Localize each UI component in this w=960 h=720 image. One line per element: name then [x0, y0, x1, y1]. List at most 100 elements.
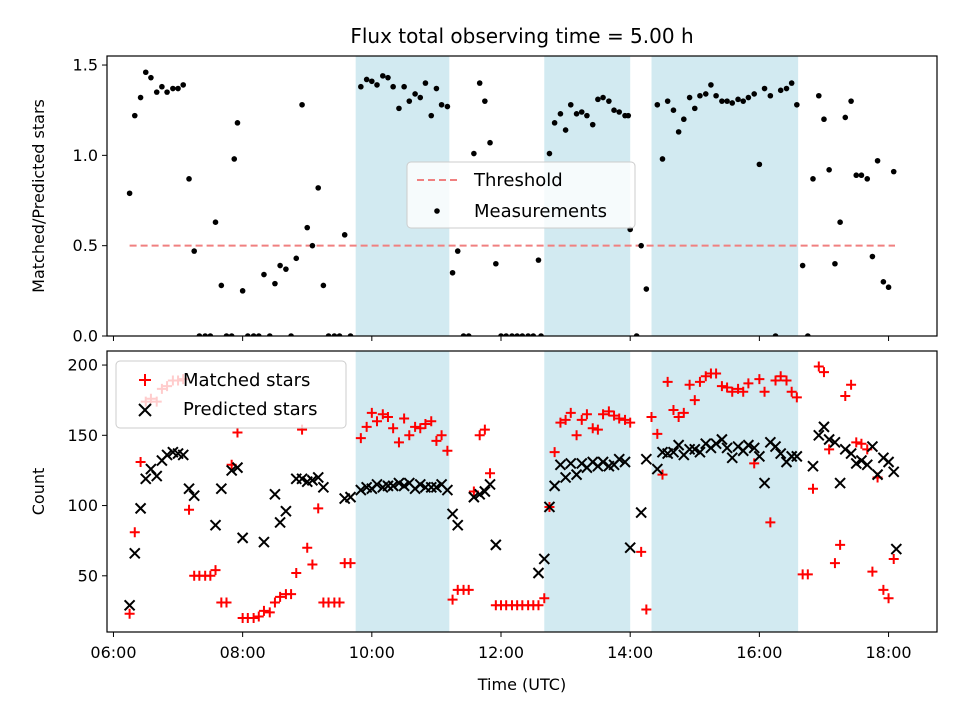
- measurement-point: [664, 98, 671, 104]
- matched-star-point: [673, 412, 684, 423]
- matched-star-point: [867, 566, 878, 577]
- matched-star-point: [883, 593, 894, 604]
- axes-frame: [106, 350, 938, 633]
- matched-star-point: [818, 367, 829, 378]
- matched-star-point: [636, 546, 647, 557]
- measurement-point: [347, 333, 354, 336]
- measurement-point: [401, 83, 407, 90]
- measurement-point: [315, 185, 322, 191]
- predicted-star-point: [209, 519, 222, 531]
- y-tick-label: 1.5: [73, 56, 98, 75]
- y-tick-label: 200: [67, 356, 98, 375]
- measurement-point: [476, 80, 483, 86]
- measurement-point: [783, 85, 790, 92]
- matched-star-point: [694, 376, 705, 387]
- measurement-point: [231, 156, 238, 162]
- measurement-point: [153, 89, 160, 95]
- matched-star-point: [291, 567, 302, 578]
- measurement-point: [266, 333, 273, 336]
- predicted-star-point: [215, 482, 228, 495]
- measurement-point: [196, 333, 203, 336]
- matched-star-point: [835, 539, 846, 550]
- top-panel: 0.0 0.5 1.0 1.5 Matched/Predicted stars Thres…: [29, 55, 938, 346]
- measurement-point: [245, 333, 251, 336]
- measurement-point: [148, 74, 154, 81]
- matched-star-point: [345, 558, 356, 569]
- matched-star-point: [479, 424, 490, 435]
- measurement-point: [191, 248, 197, 254]
- matched-star-point: [313, 503, 324, 514]
- x-tick-label: 16:00: [736, 643, 782, 662]
- measurement-point: [417, 94, 424, 101]
- measurement-point: [858, 172, 865, 179]
- predicted-star-point: [834, 477, 846, 489]
- legend-frame: [115, 360, 347, 429]
- measurement-point: [659, 156, 666, 162]
- predicted-star-point: [882, 456, 895, 468]
- measurement-point: [772, 333, 779, 336]
- measurement-point: [509, 333, 515, 336]
- measurement-point: [449, 269, 456, 276]
- observing-span-3: [651, 351, 799, 632]
- matched-star-point: [555, 417, 566, 428]
- measurement-point: [686, 94, 693, 101]
- matched-star-point: [840, 390, 851, 401]
- measurement-point: [131, 112, 138, 119]
- matched-star-point: [722, 382, 733, 393]
- measurement-point: [767, 92, 774, 99]
- measurement-point: [691, 105, 698, 112]
- y-tick-label: 150: [67, 426, 98, 445]
- matched-star-point: [388, 423, 399, 434]
- predicted-star-point: [753, 450, 766, 463]
- measurement-point: [223, 333, 230, 336]
- matched-star-point: [587, 423, 598, 434]
- measurement-point: [438, 101, 445, 108]
- x-tick-label: 08:00: [220, 643, 266, 662]
- x-tick-label: 18:00: [866, 643, 912, 662]
- measurement-point: [186, 176, 192, 182]
- measurement-point: [385, 74, 391, 81]
- predicted-star-point: [791, 450, 803, 463]
- measurement-point: [654, 101, 661, 108]
- measurement-point: [745, 94, 752, 101]
- measurement-point: [890, 168, 897, 175]
- measurement-point: [218, 282, 225, 289]
- measurement-point: [848, 98, 854, 104]
- matched-star-point: [829, 558, 840, 569]
- legend-threshold-label: Threshold: [473, 170, 563, 191]
- predicted-star-point: [785, 450, 798, 463]
- matched-star-point: [232, 427, 243, 438]
- legend-bottom: Matched stars Predicted stars: [115, 360, 347, 429]
- predicted-star-point: [570, 468, 583, 481]
- predicted-star-point: [774, 447, 787, 460]
- measurement-point: [406, 98, 413, 104]
- legend-matched-swatch: [139, 374, 151, 386]
- measurement-point: [207, 333, 214, 336]
- predicted-star-point: [559, 471, 572, 484]
- measurement-point: [842, 114, 849, 121]
- matched-star-point: [571, 430, 582, 441]
- measurement-point: [874, 157, 881, 164]
- matched-star-point: [759, 386, 770, 397]
- y-tick-label: 0.5: [73, 236, 98, 255]
- predicted-star-point: [861, 459, 873, 471]
- measurement-point: [380, 73, 386, 79]
- matched-star-point: [576, 414, 587, 425]
- matched-star-point: [754, 374, 765, 385]
- matched-star-point: [668, 405, 679, 416]
- matched-star-point: [791, 392, 802, 403]
- predicted-star-point: [258, 536, 270, 548]
- predicted-star-point: [468, 491, 480, 503]
- predicted-star-point: [425, 481, 437, 493]
- measurement-point: [293, 255, 300, 262]
- measurement-point: [885, 284, 892, 291]
- measurement-point: [761, 85, 768, 92]
- measurement-point: [126, 190, 133, 197]
- matched-star-point: [549, 447, 560, 458]
- matched-star-point: [743, 378, 754, 389]
- matched-star-point: [657, 469, 668, 480]
- matched-star-point: [334, 597, 345, 608]
- matched-star-point: [625, 417, 636, 428]
- matched-star-point: [662, 376, 673, 387]
